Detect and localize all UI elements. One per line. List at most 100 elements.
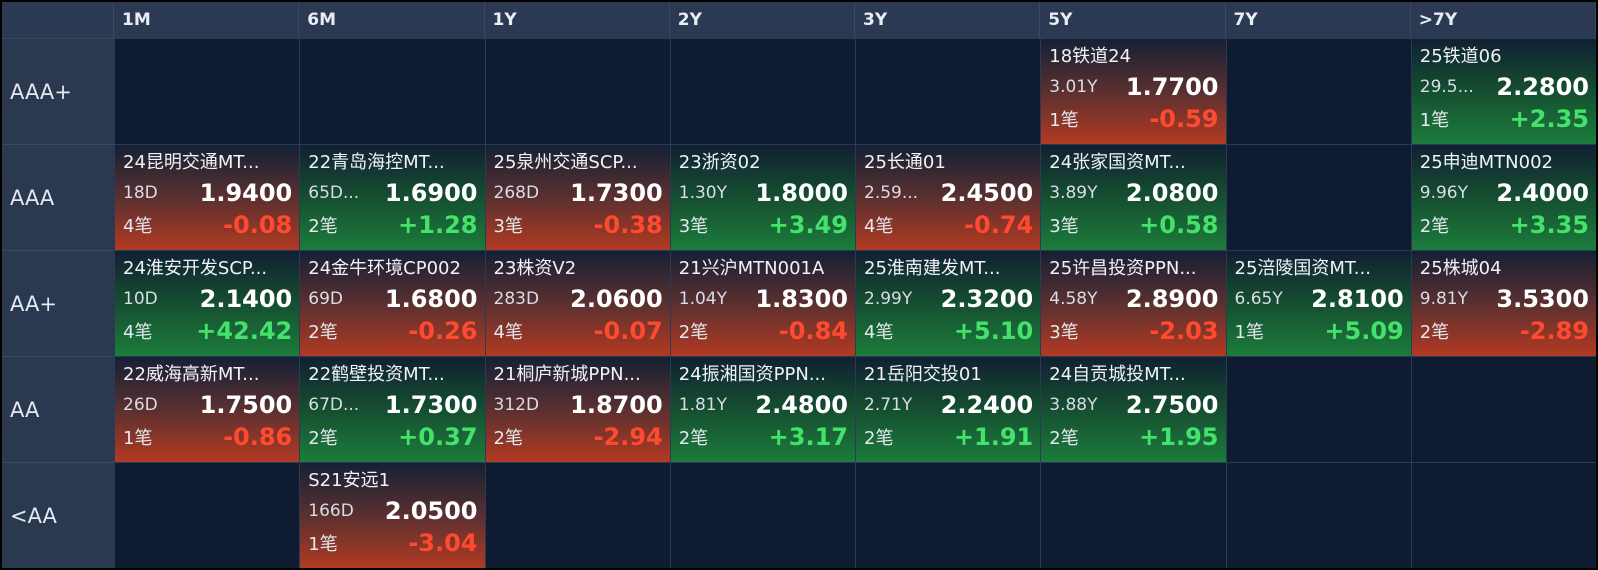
column-header[interactable]: 1Y [484,2,670,38]
quote-card[interactable]: 21桐庐新城PPN... 312D 1.8700 2笔 -2.94 [485,357,670,462]
tenor: 283D [493,289,540,309]
trade-count: 3笔 [493,216,523,237]
yield-change: -0.38 [593,211,663,239]
tenor: 3.88Y [1049,395,1098,415]
quote-line-top: 4.58Y 2.8900 [1049,283,1218,315]
tenor: 1.04Y [678,289,727,309]
trade-count: 1笔 [1049,110,1079,131]
quote-card[interactable]: 21岳阳交投01 2.71Y 2.2400 2笔 +1.91 [856,357,1041,462]
quote-card[interactable]: 25许昌投资PPN... 4.58Y 2.8900 3笔 -2.03 [1041,251,1226,356]
quote-card[interactable]: 23株资V2 283D 2.0600 4笔 -0.07 [485,251,670,356]
column-header[interactable]: 6M [299,2,485,38]
tenor: 29.5... [1419,77,1474,97]
grid-cell: 25许昌投资PPN... 4.58Y 2.8900 3笔 -2.03 [1040,250,1226,356]
row-label: AA+ [2,250,114,356]
grid-cell [114,38,300,144]
quote-card[interactable]: 25株城04 9.81Y 3.5300 2笔 -2.89 [1411,251,1596,356]
yield: 2.8100 [1311,285,1404,313]
bond-name: 25申迪MTN002 [1419,152,1554,173]
bond-name: 21岳阳交投01 [864,364,982,385]
quote-line-top: 26D 1.7500 [123,389,292,421]
grid-cell: 18铁道24 3.01Y 1.7700 1笔 -0.59 [1040,38,1226,144]
quote-card[interactable]: 22鹤壁投资MT... 67D... 1.7300 2笔 +0.37 [300,357,485,462]
yield: 2.0500 [384,497,478,525]
trade-count: 1笔 [1234,322,1264,343]
bond-name: 22威海高新MT... [123,364,260,385]
quote-card[interactable]: 21兴沪MTN001A 1.04Y 1.8300 2笔 -0.84 [670,251,855,356]
yield: 2.3200 [940,285,1034,313]
quote-line-top: 283D 2.0600 [494,283,663,315]
quote-line-bottom: 4笔 -0.74 [864,209,1033,241]
quote-line-top: 2.59... 2.4500 [864,177,1033,209]
quote-card[interactable]: 25淮南建发MT... 2.99Y 2.3200 4笔 +5.10 [856,251,1041,356]
quote-card[interactable]: 22威海高新MT... 26D 1.7500 1笔 -0.86 [115,357,300,462]
quote-card[interactable]: S21安远1 166D 2.0500 1笔 -3.04 [300,463,485,568]
quote-line-bottom: 4笔 -0.08 [123,209,292,241]
bond-name: 24淮安开发SCP... [123,258,268,279]
tenor: 26D [123,395,158,415]
quote-line-bottom: 1笔 -0.86 [123,421,292,453]
tenor: 2.99Y [864,289,913,309]
trade-count: 3笔 [1049,322,1079,343]
quote-card[interactable]: 24淮安开发SCP... 10D 2.1400 4笔 +42.42 [115,251,300,356]
quote-card[interactable]: 25申迪MTN002 9.96Y 2.4000 2笔 +3.35 [1411,145,1596,250]
quote-card[interactable]: 24自贡城投MT... 3.88Y 2.7500 2笔 +1.95 [1041,357,1226,462]
column-header[interactable]: 5Y [1040,2,1226,38]
quote-card[interactable]: 25涪陵国资MT... 6.65Y 2.8100 1笔 +5.09 [1226,251,1411,356]
grid-cell: 25涪陵国资MT... 6.65Y 2.8100 1笔 +5.09 [1225,250,1411,356]
yield: 2.8900 [1125,285,1219,313]
grid-cell [484,38,670,144]
quote-line-top: 69D 1.6800 [308,283,477,315]
grid-cell [669,38,855,144]
tenor: 268D [493,183,540,203]
grid-cell: 25泉州交通SCP... 268D 1.7300 3笔 -0.38 [484,144,670,250]
quote-line-top: 2.71Y 2.2400 [864,389,1033,421]
yield: 1.7300 [570,179,663,207]
grid-cell: 24淮安开发SCP... 10D 2.1400 4笔 +42.42 [114,250,300,356]
column-header[interactable]: 2Y [669,2,855,38]
quote-card[interactable]: 24张家国资MT... 3.89Y 2.0800 3笔 +0.58 [1041,145,1226,250]
trade-count: 4笔 [123,216,153,237]
quote-card[interactable]: 23浙资02 1.30Y 1.8000 3笔 +3.49 [670,145,855,250]
yield: 2.1400 [199,285,293,313]
quote-line-bottom: 3笔 -0.38 [494,209,663,241]
trade-count: 4笔 [864,216,894,237]
quote-card[interactable]: 18铁道24 3.01Y 1.7700 1笔 -0.59 [1041,39,1226,144]
quote-card[interactable]: 24振湘国资PPN... 1.81Y 2.4800 2笔 +3.17 [670,357,855,462]
quote-line-top: 1.30Y 1.8000 [679,177,848,209]
tenor: 10D [123,289,158,309]
quote-card[interactable]: 25泉州交通SCP... 268D 1.7300 3笔 -0.38 [485,145,670,250]
column-header[interactable]: 1M [114,2,300,38]
yield-change: -2.89 [1519,317,1589,345]
quote-card[interactable]: 24昆明交通MT... 18D 1.9400 4笔 -0.08 [115,145,300,250]
yield: 1.6800 [384,285,478,313]
grid-cell: 23株资V2 283D 2.0600 4笔 -0.07 [484,250,670,356]
quote-line-top: 312D 1.8700 [494,389,663,421]
tenor: 2.59... [864,183,919,203]
grid-cell [299,38,485,144]
quote-line-top: 6.65Y 2.8100 [1235,283,1404,315]
trade-count: 2笔 [1419,216,1450,237]
grid-cell [1225,356,1411,462]
column-header[interactable]: >7Y [1410,2,1596,38]
tenor: 9.81Y [1419,289,1468,309]
quote-line-bottom: 2笔 +0.37 [308,421,477,453]
quote-card[interactable]: 22青岛海控MT... 65D... 1.6900 2笔 +1.28 [300,145,485,250]
column-header[interactable]: 7Y [1225,2,1411,38]
quote-line-top: 29.5... 2.2800 [1420,71,1589,103]
tenor: 65D... [308,183,360,203]
yield: 1.7300 [384,391,478,419]
column-header[interactable]: 3Y [855,2,1041,38]
quote-card[interactable]: 25铁道06 29.5... 2.2800 1笔 +2.35 [1411,39,1596,144]
quote-line-top: 2.99Y 2.3200 [864,283,1033,315]
trade-count: 2笔 [864,428,894,449]
yield-change: +1.28 [398,211,478,239]
yield: 1.8000 [755,179,848,207]
quote-card[interactable]: 24金牛环境CP002 69D 1.6800 2笔 -0.26 [300,251,485,356]
tenor: 9.96Y [1419,183,1468,203]
bond-name: 22鹤壁投资MT... [308,364,445,385]
quote-line-bottom: 3笔 +0.58 [1049,209,1218,241]
yield: 1.8700 [570,391,663,419]
quote-card[interactable]: 25长通01 2.59... 2.4500 4笔 -0.74 [856,145,1041,250]
